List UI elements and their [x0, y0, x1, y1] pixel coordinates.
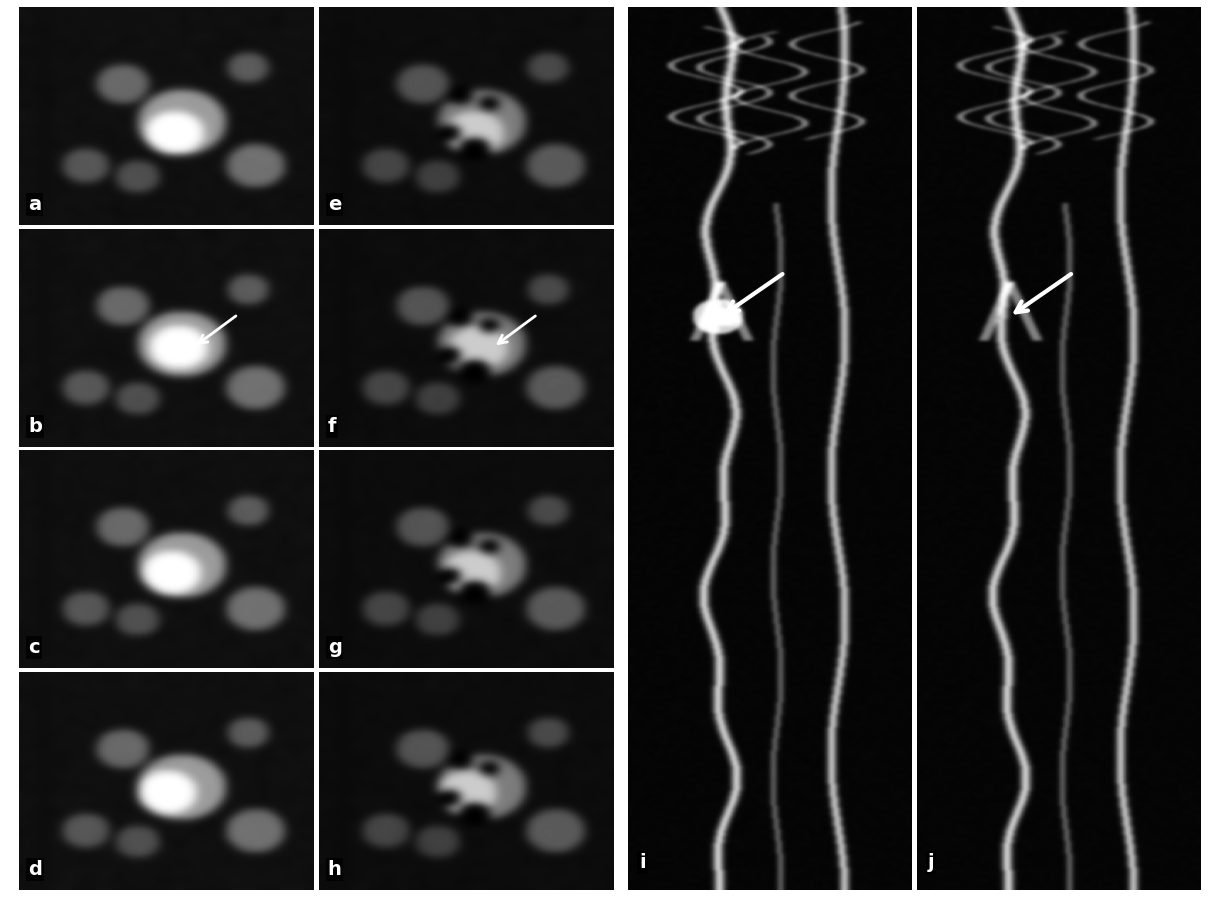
Text: h: h: [328, 860, 341, 879]
Text: j: j: [928, 853, 934, 872]
Text: d: d: [28, 860, 42, 879]
Text: a: a: [28, 196, 41, 214]
Text: f: f: [328, 417, 336, 436]
Text: e: e: [328, 196, 341, 214]
Text: g: g: [328, 639, 341, 658]
Text: b: b: [28, 417, 42, 436]
Text: i: i: [639, 853, 646, 872]
Text: c: c: [28, 639, 40, 658]
